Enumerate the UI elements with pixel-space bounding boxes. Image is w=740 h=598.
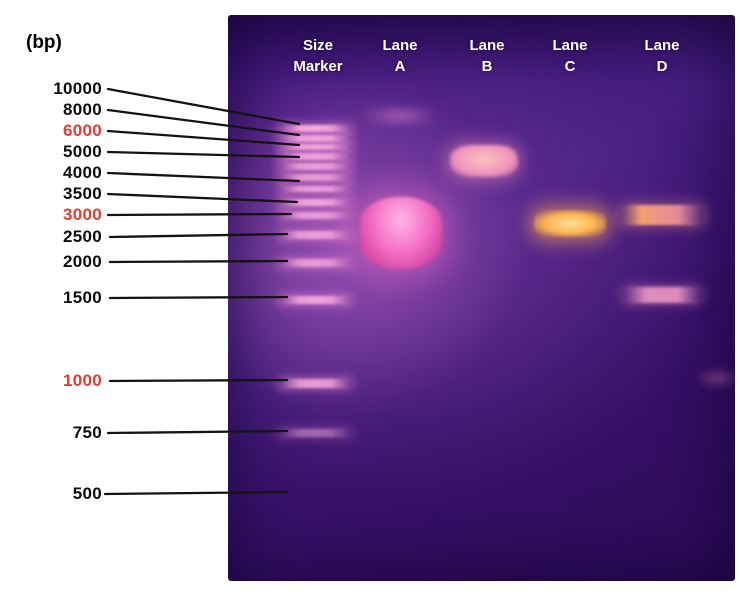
marker-ladder-band xyxy=(278,174,352,181)
size-label-3500: 3500 xyxy=(62,184,102,203)
size-label-750: 750 xyxy=(72,423,102,442)
lane-header-lane-d: Lane D xyxy=(644,35,679,77)
marker-ladder-band xyxy=(278,379,352,388)
size-label-1000: 1000 xyxy=(62,371,102,390)
marker-ladder-band xyxy=(278,163,352,170)
size-label-2500: 2500 xyxy=(62,227,102,246)
marker-ladder-band xyxy=(278,125,352,132)
lane-header-line: Marker xyxy=(293,58,343,75)
size-label-8000: 8000 xyxy=(62,100,102,119)
size-label-500: 500 xyxy=(72,484,102,503)
lane-c-band xyxy=(534,210,606,237)
lane-header-line: C xyxy=(564,58,576,75)
marker-ladder-band xyxy=(278,144,352,150)
size-label-5000: 5000 xyxy=(62,142,102,161)
lane-header-lane-a: Lane A xyxy=(382,35,417,77)
lane-d-upper-band xyxy=(620,205,704,225)
lane-a-main-band xyxy=(360,197,442,269)
lane-header-line: Lane xyxy=(644,37,680,54)
gel-image: Size Marker Lane A Lane B Lane C Lane D xyxy=(228,15,738,581)
lane-header-size-marker: Size Marker xyxy=(293,35,342,77)
lane-header-line: B xyxy=(481,58,493,75)
size-label-1500: 1500 xyxy=(62,288,102,307)
lane-header-line: Size xyxy=(302,37,334,54)
marker-ladder-band xyxy=(278,153,352,160)
marker-ladder-band xyxy=(278,186,352,192)
lane-d-faint-band xyxy=(696,367,738,389)
lane-header-lane-b: Lane B xyxy=(469,35,504,77)
lane-header-line: Lane xyxy=(552,37,588,54)
lane-d-lower-band xyxy=(622,287,702,303)
size-label-10000: 10000 xyxy=(53,79,102,98)
marker-ladder-band xyxy=(278,231,352,239)
marker-ladder-band xyxy=(278,212,352,219)
size-label-4000: 4000 xyxy=(62,163,102,182)
lane-header-line: A xyxy=(394,58,406,75)
bp-unit-label: (bp) xyxy=(26,32,62,53)
lane-header-line: Lane xyxy=(469,37,505,54)
lane-a-upper-faint-band xyxy=(364,105,434,127)
lane-header-lane-c: Lane C xyxy=(552,35,587,77)
marker-ladder-band xyxy=(278,259,352,267)
size-label-2000: 2000 xyxy=(62,252,102,271)
marker-ladder-band xyxy=(278,296,352,304)
lane-header-line: D xyxy=(656,58,668,75)
marker-ladder-band xyxy=(278,429,352,437)
marker-ladder-band xyxy=(278,135,352,142)
marker-ladder-band xyxy=(278,199,352,206)
size-label-3000: 3000 xyxy=(62,205,102,224)
lane-header-line: Lane xyxy=(382,37,418,54)
lane-b-band xyxy=(450,145,518,177)
size-label-6000: 6000 xyxy=(62,121,102,140)
